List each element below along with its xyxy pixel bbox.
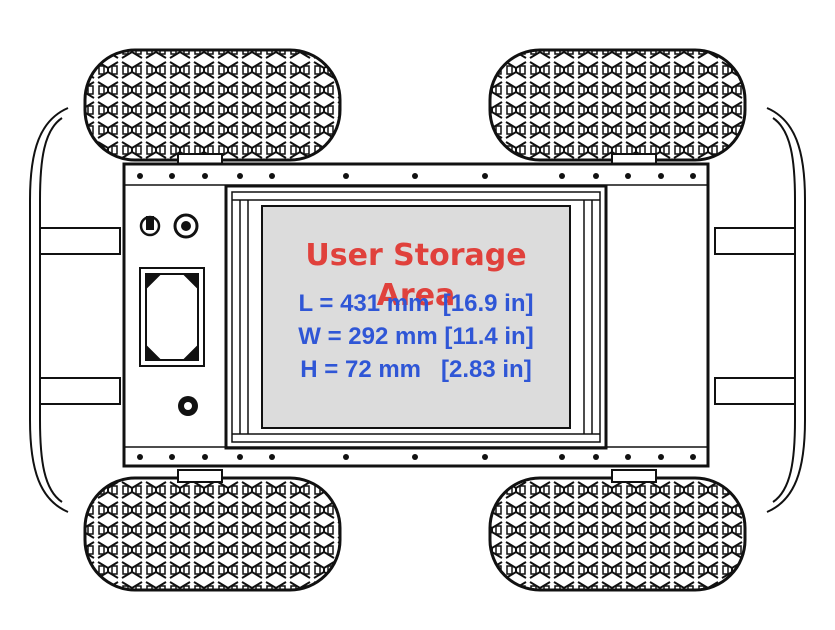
storage-frame [224, 184, 608, 450]
wheel-front-right [488, 48, 747, 162]
wheel-front-left [83, 48, 342, 162]
access-panel-icon [139, 267, 205, 367]
storage-area [261, 205, 571, 429]
wheel-rear-left [83, 476, 342, 592]
toggle-switch-icon [139, 215, 161, 237]
storage-width: W = 292 mm [11.4 in] [298, 323, 534, 350]
right-bumper [714, 107, 806, 513]
storage-area-title: User Storage Area [305, 238, 527, 313]
left-bumper [29, 107, 121, 513]
power-button-icon [173, 213, 199, 239]
control-panel [139, 213, 205, 416]
wheel-rear-right [488, 476, 747, 592]
chassis-bolts [137, 173, 696, 460]
storage-height: H = 72 mm [2.83 in] [300, 356, 532, 383]
connector-port-icon [178, 396, 198, 416]
storage-length: L = 431 mm [16.9 in] [298, 290, 534, 317]
